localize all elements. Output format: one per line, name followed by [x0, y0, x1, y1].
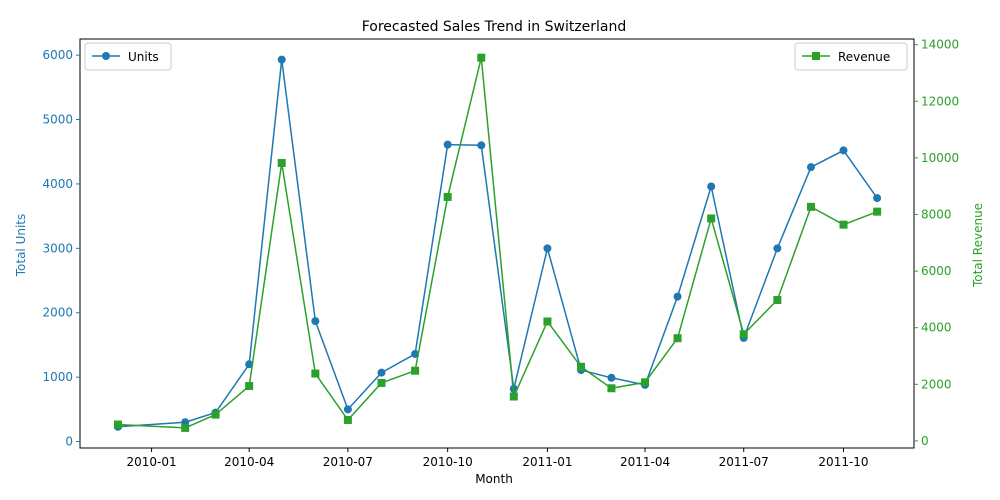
series-units-point	[277, 55, 286, 64]
series-revenue-point	[443, 192, 452, 201]
series-units-point	[806, 163, 815, 172]
y-left-tick-label: 2000	[42, 306, 73, 320]
series-revenue-point	[509, 392, 518, 401]
x-tick-label: 2010-10	[423, 455, 473, 469]
series-revenue-line	[117, 56, 878, 429]
series-revenue-point	[577, 362, 586, 371]
series-revenue-point	[806, 202, 815, 211]
y-left-tick-label: 5000	[42, 113, 73, 127]
series-revenue-point	[245, 382, 254, 391]
series-revenue-point	[113, 420, 122, 429]
series-units-point	[607, 373, 616, 382]
series-revenue-point	[839, 220, 848, 229]
series-revenue-point	[543, 317, 552, 326]
series-units-point	[377, 368, 386, 377]
axes: 2010-01 2010-04 2010-07 2010-10 2011-01 2011-…	[42, 38, 959, 469]
legend-revenue-label: Revenue	[838, 50, 890, 64]
series-revenue-point	[311, 369, 320, 378]
legend-revenue-marker	[812, 52, 820, 60]
series-units-point	[477, 141, 486, 150]
series-revenue-point	[773, 295, 782, 304]
series-units-point	[673, 292, 682, 301]
series-revenue-point	[277, 158, 286, 167]
series-units-point	[707, 182, 716, 191]
series-revenue-point	[673, 334, 682, 343]
series-units-point	[311, 317, 320, 326]
legend-revenue: Revenue	[794, 42, 908, 71]
series-revenue-point	[607, 384, 616, 393]
legend-units: Units	[84, 42, 172, 71]
series-units-line	[117, 58, 878, 428]
y-right-tick-label: 10000	[921, 151, 959, 165]
series-revenue-point	[411, 366, 420, 375]
y-right-tick-label: 6000	[921, 264, 952, 278]
series-revenue-point	[377, 378, 386, 387]
series-revenue-point	[343, 415, 352, 424]
x-tick-label: 2011-04	[620, 455, 670, 469]
series-revenue-point	[211, 410, 220, 419]
y-right-tick-label: 4000	[921, 321, 952, 335]
series-units-point	[245, 360, 254, 369]
series-revenue-point	[641, 378, 650, 387]
series-revenue-point	[181, 423, 190, 432]
series-revenue-point	[739, 330, 748, 339]
series-units-point	[543, 244, 552, 253]
x-tick-label: 2011-01	[522, 455, 572, 469]
y-left-tick-label: 3000	[42, 241, 73, 255]
y-right-tick-label: 8000	[921, 207, 952, 221]
y-left-tick-label: 1000	[42, 370, 73, 384]
x-tick-label: 2011-10	[818, 455, 868, 469]
series-revenue-point	[873, 207, 882, 216]
x-axis-label: Month	[475, 472, 513, 486]
y-right-tick-label: 0	[921, 434, 929, 448]
series-revenue-point	[707, 214, 716, 223]
series-units-point	[411, 349, 420, 358]
series-units-point	[443, 140, 452, 149]
series-units-point	[873, 194, 882, 203]
series-revenue-point	[477, 53, 486, 62]
x-tick-label: 2010-01	[127, 455, 177, 469]
plot-area	[113, 53, 882, 432]
y-axis-left-label: Total Units	[14, 214, 28, 278]
series-units-point	[773, 244, 782, 253]
y-left-tick-label: 0	[65, 435, 73, 449]
series-units-point	[839, 146, 848, 155]
y-left-tick-label: 6000	[42, 48, 73, 62]
x-tick-label: 2011-07	[719, 455, 769, 469]
series-units-point	[343, 405, 352, 414]
legend-units-marker	[102, 52, 110, 60]
y-right-tick-label: 14000	[921, 38, 959, 52]
y-axis-right-label: Total Revenue	[971, 203, 985, 288]
axes-frame	[79, 38, 915, 449]
y-right-tick-label: 2000	[921, 377, 952, 391]
y-left-tick-label: 4000	[42, 177, 73, 191]
y-right-tick-label: 12000	[921, 94, 959, 108]
legend-units-label: Units	[128, 50, 159, 64]
x-tick-label: 2010-07	[323, 455, 373, 469]
chart-title: Forecasted Sales Trend in Switzerland	[362, 19, 627, 35]
x-tick-label: 2010-04	[224, 455, 274, 469]
